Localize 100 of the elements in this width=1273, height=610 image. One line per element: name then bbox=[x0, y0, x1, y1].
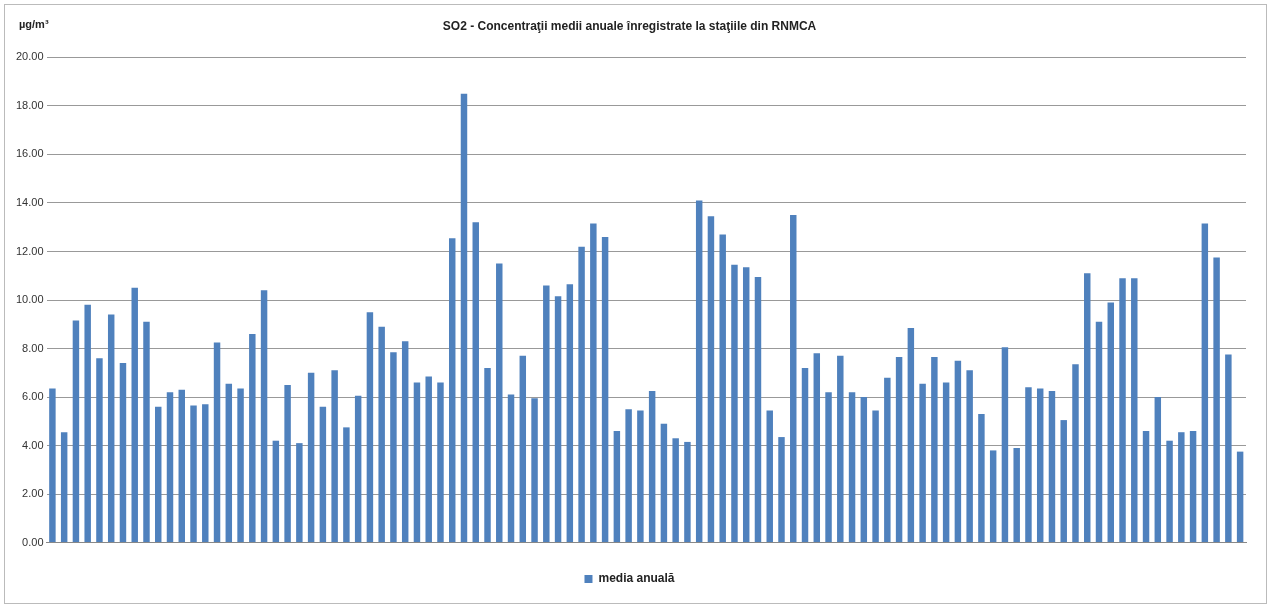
bar bbox=[249, 333, 256, 543]
bar bbox=[1178, 432, 1185, 543]
bar bbox=[1060, 420, 1067, 543]
bar bbox=[954, 360, 962, 543]
bar bbox=[131, 287, 138, 543]
bar bbox=[1048, 390, 1056, 543]
bar bbox=[1142, 431, 1150, 543]
bar bbox=[848, 392, 856, 543]
bar bbox=[319, 406, 327, 543]
bar bbox=[707, 216, 715, 543]
bar bbox=[237, 388, 244, 543]
bar bbox=[343, 427, 350, 543]
y-tick-label: 2.00 bbox=[22, 487, 44, 500]
bar bbox=[119, 363, 127, 543]
bar bbox=[72, 320, 80, 543]
bar bbox=[1154, 397, 1162, 543]
bar bbox=[672, 438, 679, 543]
bar bbox=[1119, 278, 1126, 543]
y-tick-label: 14.00 bbox=[16, 195, 44, 208]
bar bbox=[801, 367, 809, 543]
bar bbox=[272, 440, 280, 543]
bar bbox=[601, 236, 609, 543]
bar bbox=[684, 441, 691, 543]
bar bbox=[790, 215, 797, 543]
bar bbox=[860, 397, 868, 543]
y-axis-title: µg/m³ bbox=[19, 18, 49, 31]
bar bbox=[989, 450, 997, 543]
bar bbox=[648, 390, 656, 543]
bar bbox=[1131, 278, 1138, 543]
bar bbox=[872, 410, 879, 543]
bar bbox=[472, 222, 479, 543]
bar bbox=[531, 398, 538, 543]
bar bbox=[1107, 302, 1114, 543]
chart-title: SO2 - Concentraţii medii anuale înregistrate la staţiile din RNMCA bbox=[442, 18, 817, 33]
bar bbox=[837, 355, 844, 543]
bar bbox=[754, 276, 762, 543]
bar bbox=[660, 423, 668, 543]
bar bbox=[507, 394, 515, 543]
bar bbox=[178, 389, 185, 543]
bar bbox=[554, 296, 562, 543]
bar bbox=[1189, 431, 1197, 543]
bar bbox=[566, 284, 574, 543]
bar bbox=[1001, 347, 1009, 543]
bar bbox=[919, 383, 926, 543]
bar bbox=[590, 223, 597, 543]
y-tick-label: 6.00 bbox=[22, 390, 44, 403]
bar bbox=[460, 93, 468, 543]
bar bbox=[978, 414, 985, 543]
bar bbox=[766, 410, 773, 543]
bar bbox=[437, 382, 444, 543]
bar bbox=[966, 370, 973, 543]
y-tick-label: 10.00 bbox=[16, 293, 44, 306]
bar bbox=[1025, 387, 1032, 543]
bar bbox=[449, 238, 456, 543]
bar bbox=[260, 290, 268, 543]
bar bbox=[1166, 440, 1173, 543]
bar bbox=[49, 388, 56, 543]
bar bbox=[166, 392, 174, 543]
bar bbox=[366, 312, 374, 543]
bar bbox=[284, 384, 291, 543]
bar bbox=[884, 377, 891, 543]
bar bbox=[907, 327, 915, 543]
bar bbox=[213, 342, 221, 543]
bar bbox=[496, 263, 503, 543]
bar bbox=[942, 382, 950, 543]
y-tick-label: 4.00 bbox=[22, 438, 44, 451]
bar bbox=[413, 382, 421, 543]
bar bbox=[1236, 451, 1244, 543]
bar bbox=[613, 431, 621, 543]
bar bbox=[190, 405, 197, 543]
bar bbox=[60, 432, 68, 543]
bar bbox=[1013, 447, 1020, 543]
y-tick-label: 18.00 bbox=[16, 98, 44, 111]
bar bbox=[637, 410, 644, 543]
bar bbox=[425, 376, 432, 543]
bar bbox=[578, 246, 585, 543]
bar bbox=[731, 264, 738, 543]
bar bbox=[1225, 354, 1232, 543]
bar bbox=[202, 404, 209, 543]
bar bbox=[107, 314, 115, 543]
bar bbox=[695, 200, 703, 543]
bar bbox=[96, 358, 103, 543]
bar bbox=[778, 437, 785, 543]
y-tick-label: 20.00 bbox=[16, 50, 44, 63]
bar bbox=[225, 383, 233, 543]
bar bbox=[331, 370, 338, 543]
bar bbox=[742, 267, 750, 543]
bar bbox=[378, 326, 385, 543]
legend-label: media anuală bbox=[598, 571, 675, 586]
bar bbox=[484, 367, 491, 543]
bar bbox=[1095, 321, 1103, 543]
bar bbox=[296, 443, 303, 543]
bar bbox=[401, 341, 409, 543]
bar bbox=[155, 406, 162, 543]
bar bbox=[895, 357, 903, 543]
bar bbox=[390, 352, 397, 543]
bar bbox=[1084, 273, 1091, 543]
bar bbox=[84, 304, 91, 543]
bar bbox=[519, 355, 527, 543]
y-tick-label: 16.00 bbox=[16, 147, 44, 160]
